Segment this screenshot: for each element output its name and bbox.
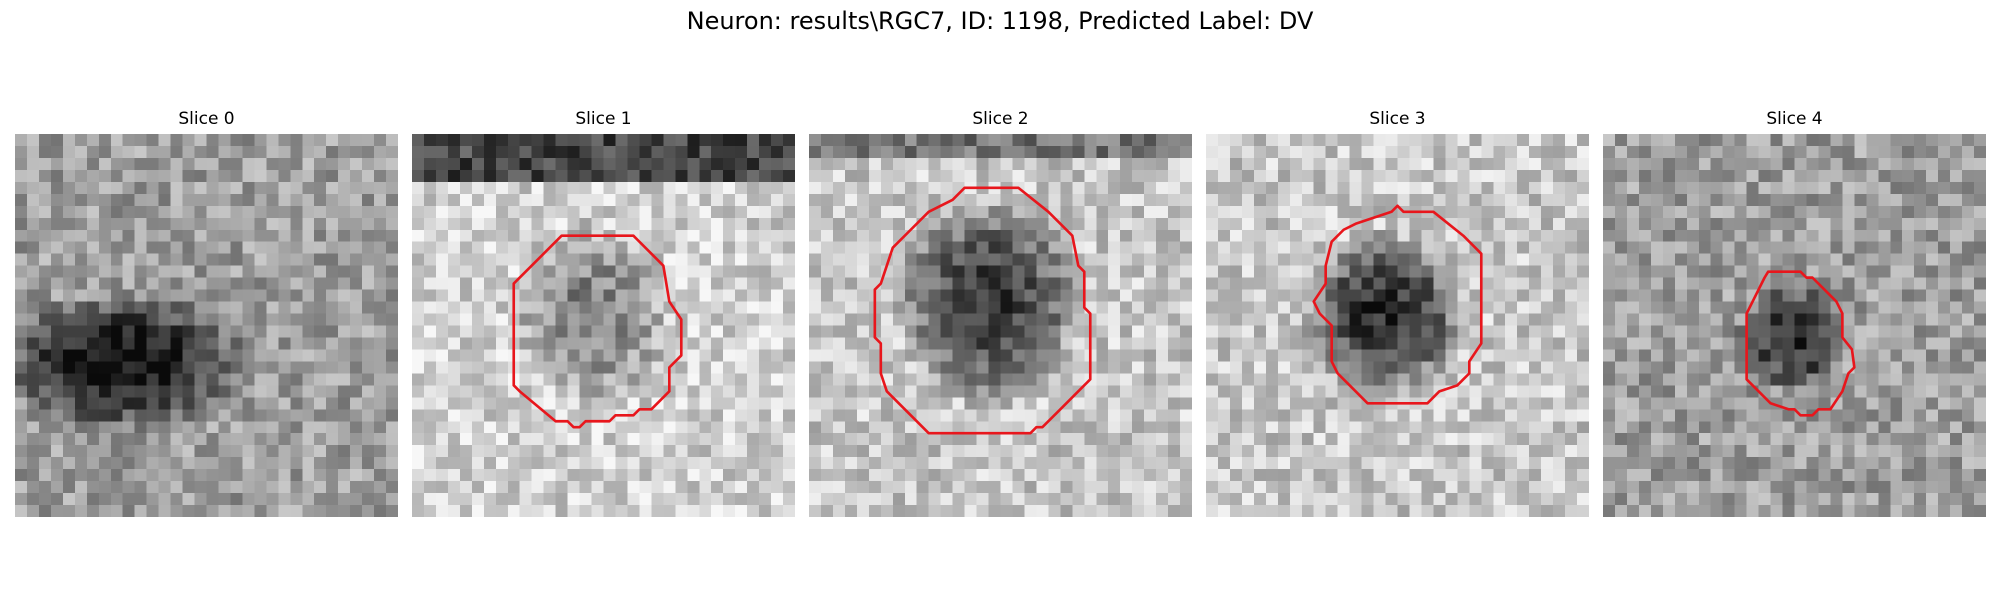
figure-title: Neuron: results\RGC7, ID: 1198, Predicte… (686, 7, 1314, 35)
slice-image (1206, 134, 1589, 517)
roi-contour (512, 234, 683, 429)
slice-image (412, 134, 795, 517)
slice-panel-4: Slice 4 (1603, 106, 1986, 517)
slice-title: Slice 4 (1766, 109, 1823, 129)
slice-title: Slice 0 (178, 109, 235, 129)
roi-contour (873, 186, 1092, 435)
roi-contour (1745, 270, 1856, 417)
slice-panel-1: Slice 1 (412, 106, 795, 517)
slice-title: Slice 3 (1369, 109, 1426, 129)
slice-image (809, 134, 1192, 517)
slice-panel-3: Slice 3 (1206, 106, 1589, 517)
roi-contour (1312, 204, 1483, 405)
slice-title: Slice 1 (575, 109, 632, 129)
slice-image (15, 134, 398, 517)
slice-title: Slice 2 (972, 109, 1029, 129)
slice-panel-2: Slice 2 (809, 106, 1192, 517)
slice-panel-0: Slice 0 (15, 106, 398, 517)
slice-image (1603, 134, 1986, 517)
